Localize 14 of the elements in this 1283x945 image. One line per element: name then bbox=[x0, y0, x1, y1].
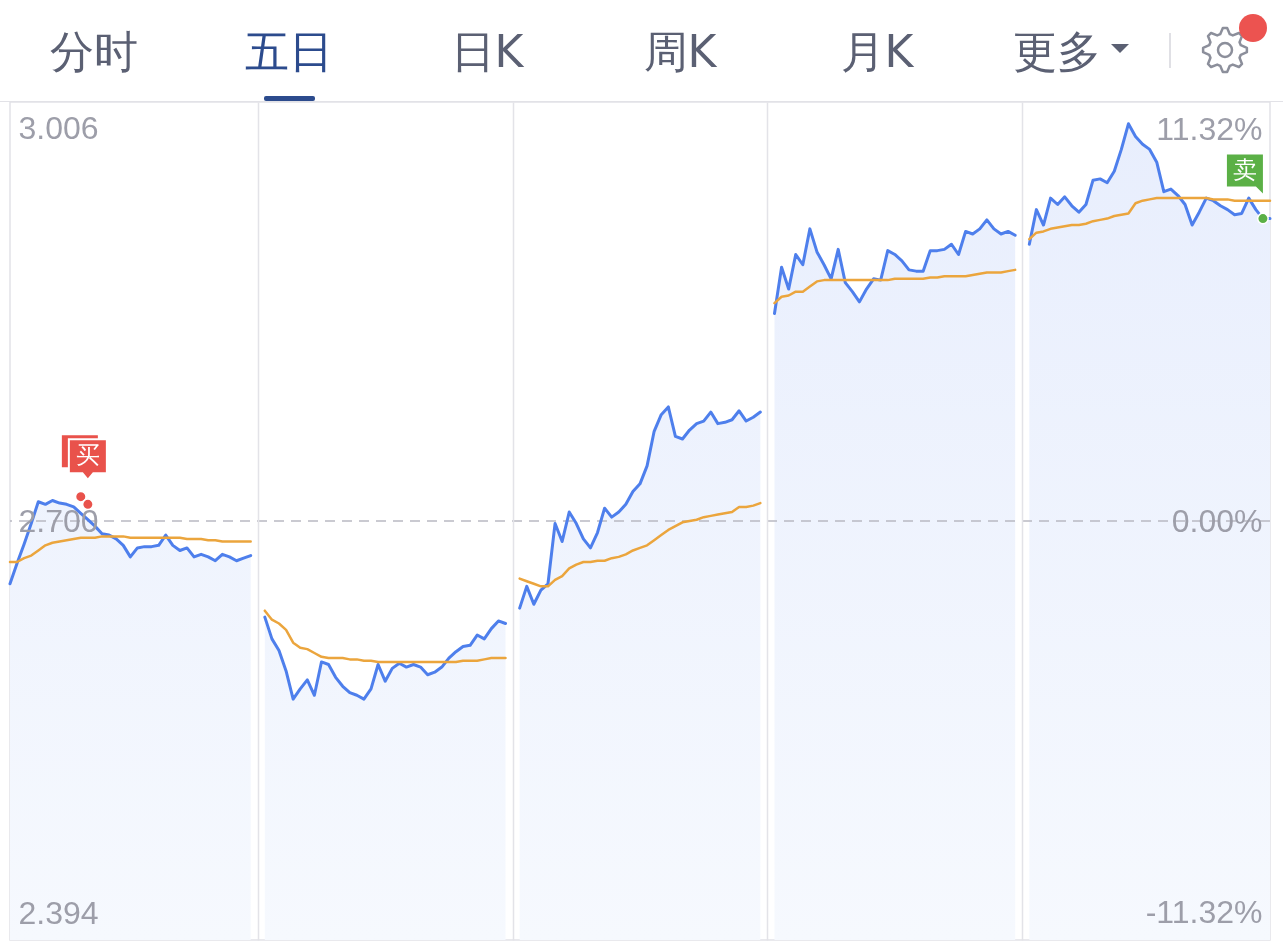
text: 日K bbox=[450, 25, 524, 79]
text: 月K bbox=[840, 25, 914, 79]
y-tick-label: 2.394 bbox=[18, 894, 99, 931]
text: 五日 bbox=[245, 25, 333, 79]
text: 分时 bbox=[50, 25, 138, 79]
data-label: 卖 bbox=[1232, 155, 1257, 183]
y2-tick-label: 0.00% bbox=[1171, 502, 1263, 539]
text: 周K bbox=[643, 25, 717, 79]
y2-tick-label: 11.32% bbox=[1156, 110, 1263, 147]
data-label: 买 bbox=[75, 441, 100, 469]
y2-tick-label: -11.32% bbox=[1145, 894, 1263, 931]
y-tick-label: 3.006 bbox=[18, 110, 99, 147]
point bbox=[1256, 212, 1269, 225]
text: 更多 bbox=[1013, 25, 1101, 79]
